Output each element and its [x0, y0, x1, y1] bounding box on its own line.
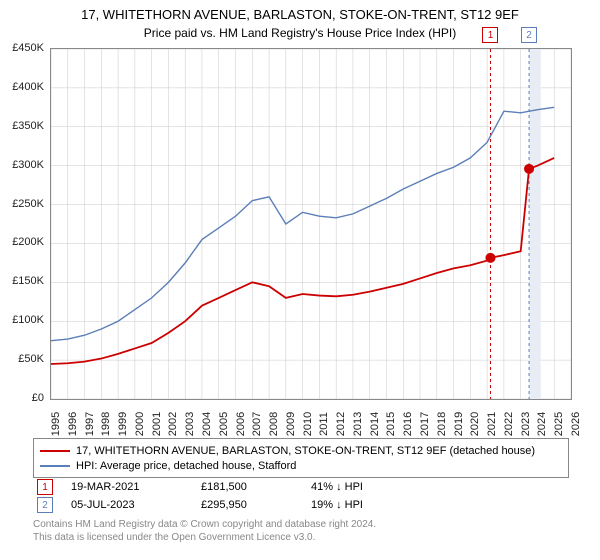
- y-tick: £350K: [12, 120, 44, 132]
- event-row: 2 05-JUL-2023£295,95019% ↓ HPI: [33, 496, 569, 514]
- x-tick: 2020: [469, 412, 481, 436]
- x-tick: 2013: [352, 412, 364, 436]
- legend: 17, WHITETHORN AVENUE, BARLASTON, STOKE-…: [33, 438, 569, 478]
- x-tick: 1996: [67, 412, 79, 436]
- x-tick: 2012: [335, 412, 347, 436]
- x-tick: 2010: [302, 412, 314, 436]
- legend-label: 17, WHITETHORN AVENUE, BARLASTON, STOKE-…: [76, 445, 535, 457]
- footer-line1: Contains HM Land Registry data © Crown c…: [33, 518, 569, 531]
- x-tick: 2004: [201, 412, 213, 436]
- event-table: 1 19-MAR-2021£181,50041% ↓ HPI 2 05-JUL-202…: [33, 478, 569, 514]
- event-pct: 41% ↓ HPI: [311, 481, 431, 493]
- x-tick: 2006: [235, 412, 247, 436]
- chart-container: 17, WHITETHORN AVENUE, BARLASTON, STOKE-…: [0, 0, 600, 560]
- x-tick: 2007: [251, 412, 263, 436]
- event-price: £295,950: [201, 499, 311, 511]
- event-number-box: 1: [37, 479, 53, 495]
- x-tick: 1995: [50, 412, 62, 436]
- x-axis: 1995 1996 1997 1998 1999 2000 2001 2002 2003 2004…: [50, 400, 570, 440]
- event-number-box: 2: [37, 497, 53, 513]
- x-tick: 2025: [553, 412, 565, 436]
- event-row: 1 19-MAR-2021£181,50041% ↓ HPI: [33, 478, 569, 496]
- event-price: £181,500: [201, 481, 311, 493]
- legend-swatch: [40, 450, 70, 452]
- x-tick: 2024: [536, 412, 548, 436]
- footer-text: Contains HM Land Registry data © Crown c…: [33, 518, 569, 544]
- x-tick: 2026: [570, 412, 582, 436]
- x-tick: 2023: [520, 412, 532, 436]
- event-pct: 19% ↓ HPI: [311, 499, 431, 511]
- event-marker: 2: [521, 27, 537, 43]
- x-tick: 2003: [184, 412, 196, 436]
- x-tick: 2021: [486, 412, 498, 436]
- x-tick: 2000: [134, 412, 146, 436]
- x-tick: 2017: [419, 412, 431, 436]
- x-tick: 2011: [318, 412, 330, 436]
- x-tick: 1998: [100, 412, 112, 436]
- x-tick: 2022: [503, 412, 515, 436]
- x-tick: 2008: [268, 412, 280, 436]
- legend-swatch: [40, 465, 70, 467]
- event-marker: 1: [482, 27, 498, 43]
- legend-label: HPI: Average price, detached house, Staf…: [76, 460, 296, 472]
- x-tick: 2009: [285, 412, 297, 436]
- legend-item: 17, WHITETHORN AVENUE, BARLASTON, STOKE-…: [40, 443, 562, 458]
- y-tick: £50K: [18, 353, 44, 365]
- y-tick: £300K: [12, 159, 44, 171]
- y-tick: £400K: [12, 81, 44, 93]
- y-tick: £450K: [12, 42, 44, 54]
- y-tick: £250K: [12, 198, 44, 210]
- x-tick: 2014: [369, 412, 381, 436]
- x-tick: 1997: [84, 412, 96, 436]
- footer-line2: This data is licensed under the Open Gov…: [33, 531, 569, 544]
- x-tick: 2002: [167, 412, 179, 436]
- x-tick: 2005: [218, 412, 230, 436]
- x-tick: 2016: [402, 412, 414, 436]
- plot-area: 12: [50, 48, 572, 400]
- legend-item: HPI: Average price, detached house, Staf…: [40, 458, 562, 473]
- event-date: 19-MAR-2021: [71, 481, 201, 493]
- y-tick: £100K: [12, 314, 44, 326]
- x-tick: 1999: [117, 412, 129, 436]
- y-axis: £0£50K£100K£150K£200K£250K£300K£350K£400…: [0, 48, 48, 398]
- chart-subtitle: Price paid vs. HM Land Registry's House …: [0, 24, 600, 40]
- chart-title: 17, WHITETHORN AVENUE, BARLASTON, STOKE-…: [0, 0, 600, 24]
- y-tick: £150K: [12, 275, 44, 287]
- y-tick: £0: [32, 392, 44, 404]
- event-date: 05-JUL-2023: [71, 499, 201, 511]
- y-tick: £200K: [12, 236, 44, 248]
- x-tick: 2019: [453, 412, 465, 436]
- x-tick: 2015: [385, 412, 397, 436]
- x-tick: 2001: [151, 412, 163, 436]
- x-tick: 2018: [436, 412, 448, 436]
